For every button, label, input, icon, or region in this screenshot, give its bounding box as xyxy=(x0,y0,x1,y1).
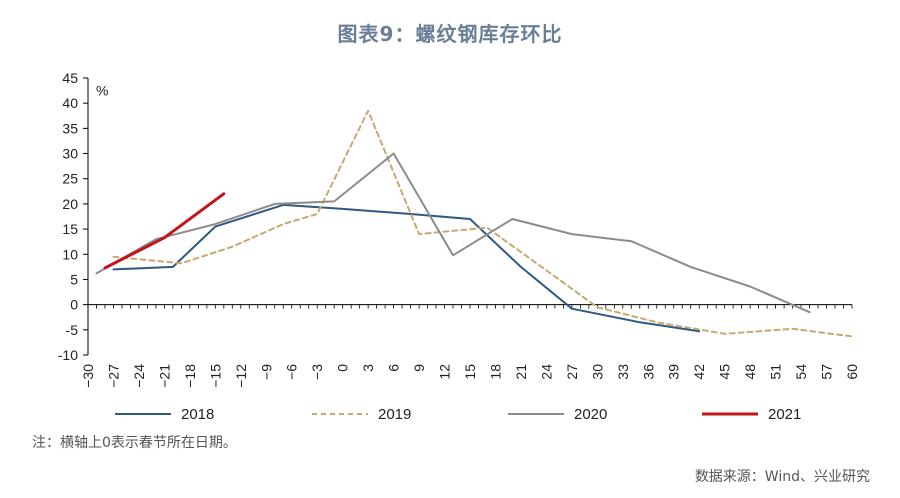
y-tick-label: 0 xyxy=(70,297,78,313)
x-tick-label: 30 xyxy=(589,364,605,380)
x-tick-label: −3 xyxy=(309,364,325,380)
x-tick-label: 9 xyxy=(411,364,427,372)
x-tick-label: 6 xyxy=(386,364,402,372)
series-layer xyxy=(95,109,853,338)
chart-title: 图表9：螺纹钢库存环比 xyxy=(337,22,563,46)
x-tick-label: 0 xyxy=(335,364,351,372)
x-tick-label: −24 xyxy=(131,364,147,388)
x-tick-label: 12 xyxy=(437,364,453,380)
x-tick-label: 48 xyxy=(742,364,758,380)
y-tick-label: 10 xyxy=(62,246,78,262)
data-source: 数据来源：Wind、兴业研究 xyxy=(694,469,870,485)
x-tick-label: 36 xyxy=(640,364,656,380)
x-tick-label: 54 xyxy=(793,364,809,380)
y-tick-label: -10 xyxy=(58,347,78,363)
x-tick-label: −6 xyxy=(284,364,300,380)
x-tick-label: −9 xyxy=(258,364,274,380)
y-tick-label: 5 xyxy=(70,271,78,287)
x-tick-label: 45 xyxy=(717,364,733,380)
y-tick-label: -5 xyxy=(66,322,79,338)
x-tick-label: 57 xyxy=(819,364,835,380)
x-tick-label: −27 xyxy=(105,364,121,388)
y-tick-label: 40 xyxy=(62,95,78,111)
x-tick-label: 21 xyxy=(513,364,529,380)
x-tick-label: 18 xyxy=(487,364,503,380)
chart-note: 注：横轴上0表示春节所在日期。 xyxy=(32,435,237,451)
y-tick-label: 20 xyxy=(62,196,78,212)
legend-label-2021: 2021 xyxy=(768,406,801,423)
y-tick-label: 15 xyxy=(62,221,78,237)
x-tick-label: 24 xyxy=(538,364,554,380)
legend-label-2019: 2019 xyxy=(378,406,411,423)
legend-label-2020: 2020 xyxy=(574,406,607,423)
x-tick-label: 27 xyxy=(564,364,580,380)
x-tick-label: 60 xyxy=(844,364,860,380)
x-tick-label: 33 xyxy=(615,364,631,380)
x-tick-label: −30 xyxy=(80,364,96,388)
y-axis-unit: % xyxy=(96,83,108,99)
legend: 2018 2019 2020 2021 xyxy=(115,406,801,423)
x-tick-label: 39 xyxy=(666,364,682,380)
x-tick-label: 51 xyxy=(768,364,784,380)
x-tick-label: −18 xyxy=(182,364,198,388)
x-tick-label: 42 xyxy=(691,364,707,380)
series-line-2020 xyxy=(95,152,811,314)
legend-label-2018: 2018 xyxy=(181,406,214,423)
x-tick-label: −12 xyxy=(233,364,249,388)
series-line-2018 xyxy=(112,203,701,333)
series-line-2019 xyxy=(112,109,853,338)
y-tick-label: 35 xyxy=(62,120,78,136)
x-tick-label: −21 xyxy=(156,364,172,388)
y-tick-label: 25 xyxy=(62,171,78,187)
y-tick-label: 45 xyxy=(62,70,78,86)
x-tick-label: 15 xyxy=(462,364,478,380)
x-tick-label: −15 xyxy=(207,364,223,388)
series-line-2021 xyxy=(103,192,226,270)
x-tick-label: 3 xyxy=(360,364,376,372)
y-tick-label: 30 xyxy=(62,146,78,162)
